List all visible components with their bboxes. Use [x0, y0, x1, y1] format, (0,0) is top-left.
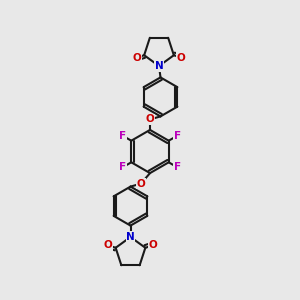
Text: O: O [146, 114, 154, 124]
Text: F: F [174, 162, 181, 172]
Text: O: O [104, 240, 112, 250]
Text: O: O [177, 52, 186, 63]
Text: O: O [136, 178, 146, 189]
Text: N: N [154, 61, 164, 71]
Text: O: O [148, 240, 157, 250]
Text: N: N [126, 232, 135, 242]
Text: O: O [132, 52, 141, 63]
Text: F: F [174, 131, 181, 141]
Text: F: F [119, 131, 126, 141]
Text: F: F [119, 162, 126, 172]
